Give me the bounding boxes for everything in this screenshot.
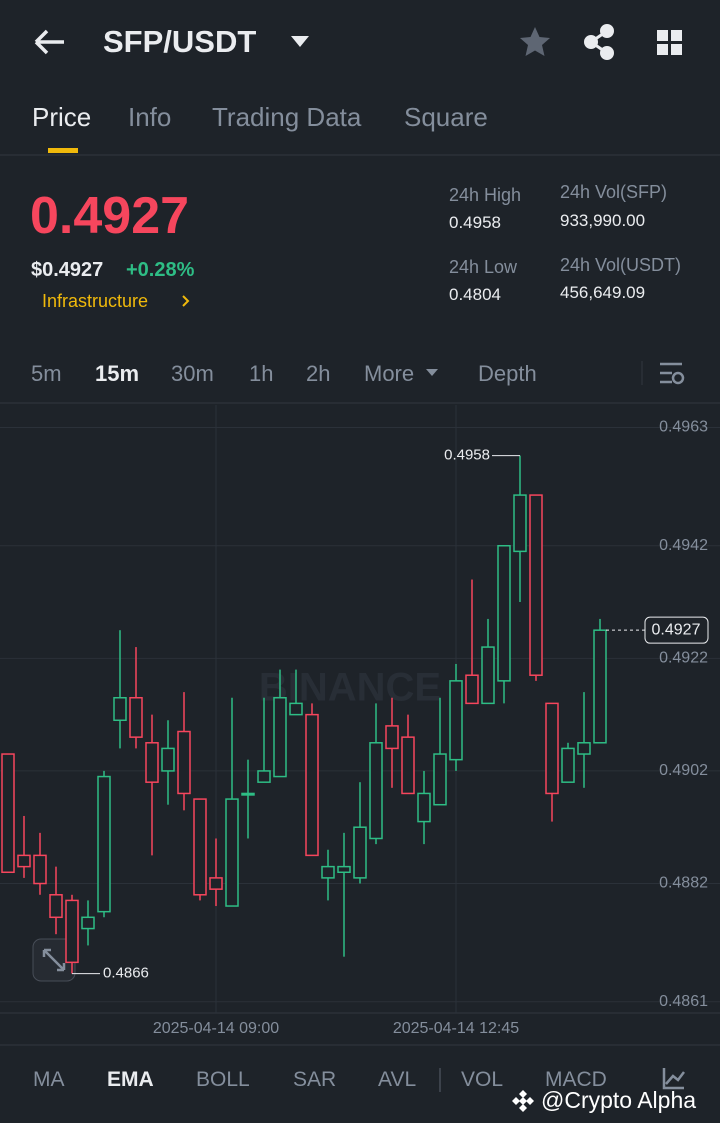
candle-body: [17, 854, 31, 868]
candle-body: [161, 747, 175, 772]
pair-dropdown[interactable]: [291, 36, 309, 47]
candle-body: [369, 742, 383, 840]
x-tick-label: 2025-04-14 09:00: [153, 1020, 279, 1037]
favorite-icon[interactable]: [520, 27, 550, 56]
candle-body: [433, 753, 447, 806]
candle-body: [353, 826, 367, 879]
stat-value: 0.4958: [449, 213, 501, 232]
y-tick-label: 0.4861: [659, 993, 708, 1010]
back-icon[interactable]: [34, 29, 64, 55]
tag-arrow: [182, 295, 190, 307]
indicator[interactable]: VOL: [461, 1068, 504, 1091]
y-tick-label: 0.4922: [659, 650, 708, 667]
candle-body: [385, 725, 399, 750]
more-caret[interactable]: [426, 369, 438, 376]
y-tick-label: 0.4963: [659, 419, 708, 436]
y-tick-label: 0.4942: [659, 537, 708, 554]
candle-body: [209, 877, 223, 890]
max-marker-label: 0.4958: [444, 447, 490, 464]
candle-body: [401, 736, 415, 795]
candle-body: [49, 894, 63, 919]
fullscreen-button[interactable]: [32, 938, 76, 982]
candle-body: [225, 798, 239, 907]
candle-body: [305, 713, 319, 857]
candle-body: [113, 696, 127, 722]
stat-value: 456,649.09: [560, 283, 646, 302]
active-tab-indicator: [48, 148, 78, 153]
indicator[interactable]: SAR: [293, 1068, 337, 1091]
chart-settings-icon[interactable]: [660, 362, 685, 385]
candle-body: [129, 696, 143, 738]
last-price-box: [644, 616, 709, 644]
y-tick-label: 0.4902: [659, 762, 708, 779]
candle-body: [321, 865, 335, 879]
candle-body: [577, 742, 591, 755]
candle-body: [337, 865, 351, 874]
candle-body: [33, 854, 47, 885]
candle-body: [81, 916, 95, 930]
candle-body: [289, 702, 303, 716]
watermark: @Crypto Alpha: [541, 1087, 697, 1113]
candle-body: [65, 899, 79, 964]
candle-body: [465, 674, 479, 705]
interval[interactable]: 1h: [249, 361, 274, 386]
indicator[interactable]: MA: [33, 1068, 65, 1091]
stat-label: 24h High: [449, 185, 522, 205]
interval[interactable]: Depth: [478, 361, 537, 386]
interval[interactable]: 5m: [31, 361, 62, 386]
candle-body: [529, 494, 543, 676]
stat-value: 933,990.00: [560, 211, 646, 230]
interval[interactable]: 30m: [171, 361, 214, 386]
stat-label: 24h Vol(USDT): [560, 255, 682, 275]
tab[interactable]: Square: [404, 102, 488, 132]
candle-body: [193, 798, 207, 896]
candle-body: [177, 730, 191, 795]
candle-body: [497, 544, 511, 682]
candle-body: [545, 702, 559, 795]
indicator-settings-icon[interactable]: [662, 1068, 685, 1090]
x-tick-label: 2025-04-14 12:45: [393, 1020, 519, 1037]
grid-icon[interactable]: [657, 30, 682, 55]
indicator[interactable]: MACD: [545, 1068, 607, 1091]
interval[interactable]: 15m: [95, 361, 140, 386]
candle-body: [273, 696, 287, 778]
candle-body: [417, 792, 431, 823]
pair-title[interactable]: SFP/USDT: [103, 24, 257, 59]
candle-body: [145, 742, 159, 783]
y-tick-label: 0.4882: [659, 875, 708, 892]
candle-body: [593, 629, 607, 744]
candle-body: [513, 494, 527, 553]
indicator[interactable]: BOLL: [196, 1068, 250, 1091]
stat-label: 24h Vol(SFP): [560, 182, 668, 202]
watermark-logo: [512, 1090, 534, 1112]
candle-body: [449, 680, 463, 761]
tab[interactable]: Info: [128, 102, 172, 132]
candle-body: [481, 646, 495, 705]
tab[interactable]: Price: [32, 102, 92, 132]
candle-body: [561, 747, 575, 783]
interval[interactable]: 2h: [306, 361, 331, 386]
last-price-label: 0.4927: [652, 621, 701, 638]
candle-body: [97, 775, 111, 913]
indicator[interactable]: AVL: [378, 1068, 417, 1091]
price-change: +0.28%: [126, 259, 195, 281]
interval[interactable]: More: [364, 361, 415, 386]
candle-body: [1, 753, 15, 874]
chart-watermark: BINANCE: [259, 666, 441, 710]
last-price: 0.4927: [30, 187, 190, 245]
tab[interactable]: Trading Data: [212, 102, 362, 132]
category-tag[interactable]: Infrastructure: [42, 291, 149, 311]
stat-label: 24h Low: [449, 257, 518, 277]
min-marker-label: 0.4866: [103, 965, 149, 982]
candle-body: [241, 792, 255, 796]
stat-value: 0.4804: [449, 285, 501, 304]
candle-body: [257, 770, 271, 783]
indicator[interactable]: EMA: [107, 1068, 154, 1091]
share-icon[interactable]: [584, 24, 614, 60]
usd-price: $0.4927: [31, 259, 104, 281]
